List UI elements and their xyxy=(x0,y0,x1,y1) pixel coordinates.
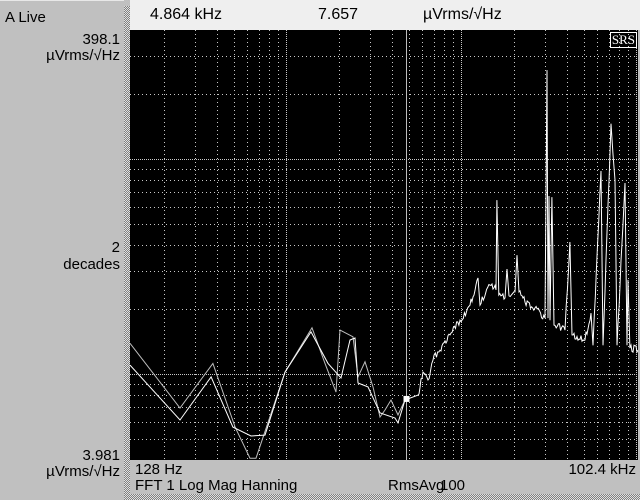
bottom-divider xyxy=(130,494,640,500)
averaging-label: RmsAvg xyxy=(388,477,445,494)
x-end-label[interactable]: 102.4 kHz xyxy=(568,461,636,478)
trace-line-1 xyxy=(129,326,406,459)
spectrum-chart[interactable] xyxy=(129,30,639,461)
x-start-label[interactable]: 128 Hz xyxy=(135,461,183,478)
spectrum-plot[interactable]: SRS xyxy=(129,30,639,461)
marker-readout-bar: 4.864 kHz 7.657 µVrms/√Hz xyxy=(130,0,640,30)
marker-x-readout: 4.864 kHz xyxy=(150,6,223,23)
y-bottom-value[interactable]: 3.981 xyxy=(82,447,120,464)
measurement-label: FFT 1 Log Mag Hanning xyxy=(135,477,298,494)
averaging-count: 100 xyxy=(440,477,466,494)
trace-line-2 xyxy=(129,70,639,437)
y-scale-value[interactable]: 2 xyxy=(111,239,120,256)
y-scale-unit: decades xyxy=(63,256,120,273)
grid xyxy=(130,30,638,461)
trace-info-panel: A Live 398.1 µVrms/√Hz 2 decades 3.981 µ… xyxy=(0,0,124,500)
srs-logo: SRS xyxy=(609,32,637,48)
y-top-unit: µVrms/√Hz xyxy=(46,47,120,64)
marker xyxy=(403,30,410,460)
traces xyxy=(129,70,639,459)
marker-unit: µVrms/√Hz xyxy=(423,6,502,23)
y-top-value[interactable]: 398.1 xyxy=(82,31,120,48)
y-bottom-unit: µVrms/√Hz xyxy=(46,463,120,480)
measurement-info-bar: 128 Hz 102.4 kHz FFT 1 Log Mag Hanning R… xyxy=(130,461,640,494)
trace-label: A Live xyxy=(5,9,46,26)
panel-divider xyxy=(124,6,130,500)
marker-point xyxy=(403,395,410,402)
marker-y-readout: 7.657 xyxy=(318,6,359,23)
